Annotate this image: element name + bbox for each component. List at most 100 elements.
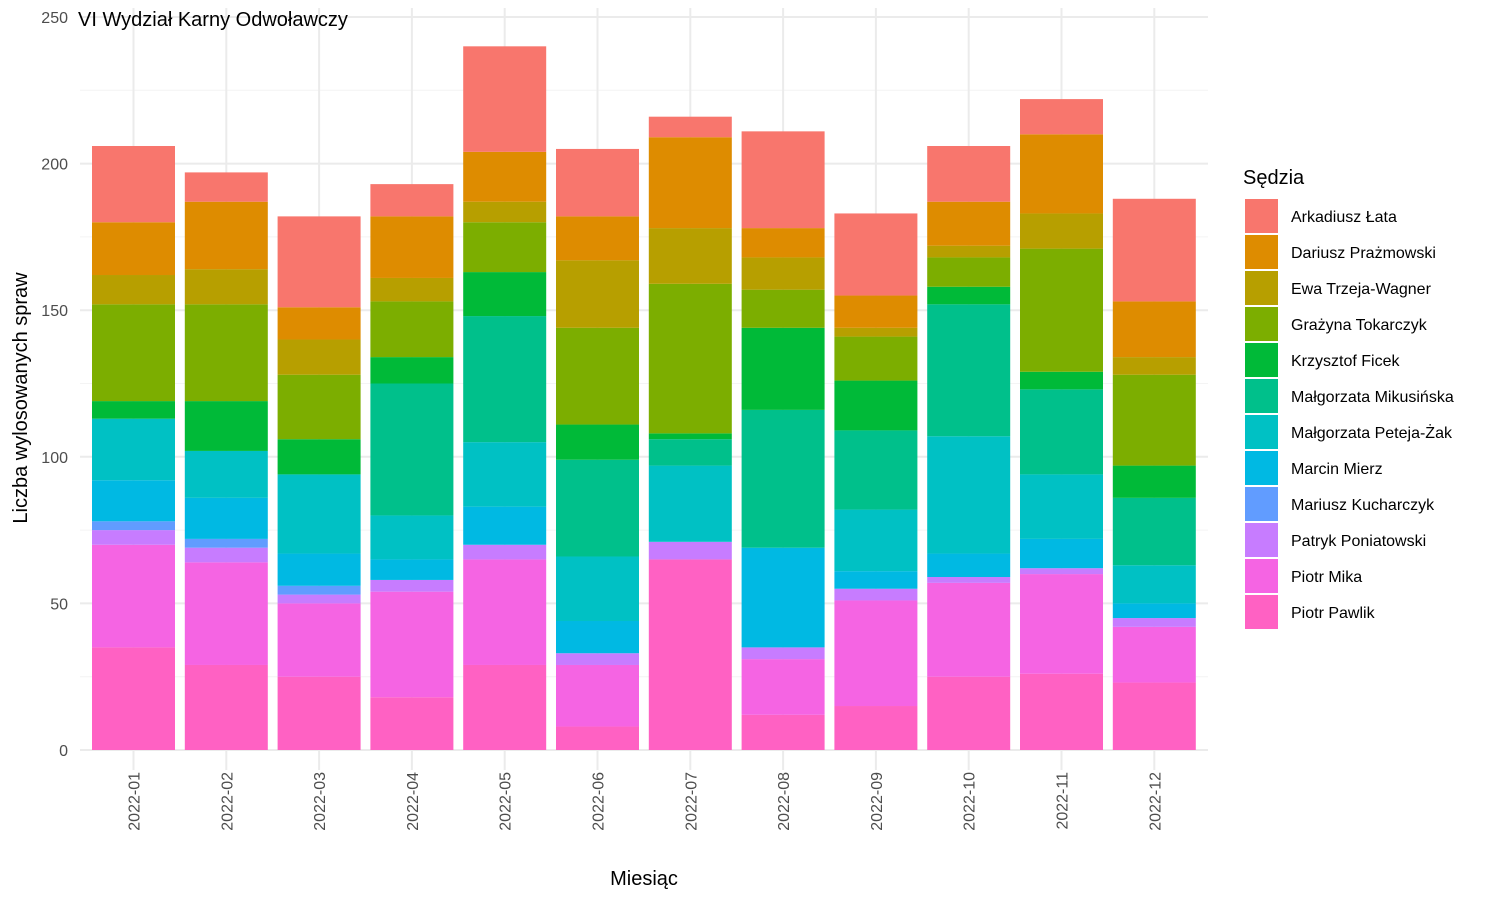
- bar-segment: [184, 538, 268, 548]
- bar-segment: [92, 544, 175, 648]
- y-tick-label: 250: [41, 10, 68, 27]
- bar-segment: [927, 577, 1011, 583]
- bar-segment: [277, 474, 361, 554]
- y-tick-label: 100: [41, 450, 68, 467]
- bar-segment: [184, 497, 268, 539]
- x-tick-label: 2022-10: [962, 772, 979, 831]
- bar-stack-2022-03: [277, 216, 361, 750]
- y-tick-label: 150: [41, 303, 68, 320]
- bar-segment: [92, 647, 175, 750]
- legend-swatch: [1245, 415, 1278, 449]
- x-tick-label: 2022-08: [776, 772, 793, 831]
- x-tick-label: 2022-06: [591, 772, 608, 831]
- bar-segment: [556, 148, 639, 217]
- bar-segment: [277, 439, 361, 475]
- bar-stack-2022-05: [463, 46, 547, 750]
- bar-segment: [1112, 465, 1196, 498]
- x-tick-label: 2022-02: [219, 772, 236, 831]
- bar-segment: [1020, 134, 1103, 214]
- bar-segment: [648, 283, 732, 434]
- bar-segment: [648, 559, 732, 750]
- legend-label: Dariusz Prażmowski: [1291, 245, 1436, 262]
- bar-segment: [370, 697, 454, 750]
- bar-segment: [927, 146, 1011, 202]
- bar-segment: [92, 146, 175, 223]
- bar-segment: [834, 571, 918, 589]
- bar-segment: [834, 295, 918, 328]
- bar-stack-2022-10: [927, 146, 1011, 750]
- y-tick-label: 50: [50, 596, 68, 613]
- bar-stack-2022-04: [370, 184, 454, 750]
- legend-swatch: [1245, 235, 1278, 269]
- legend-item: Piotr Mika: [1245, 559, 1362, 593]
- bar-segment: [556, 620, 639, 654]
- bar-segment: [648, 433, 732, 440]
- bar-segment: [463, 559, 547, 665]
- bar-segment: [741, 228, 825, 258]
- legend-swatch: [1245, 487, 1278, 521]
- bar-segment: [184, 201, 268, 270]
- bar-segment: [741, 257, 825, 290]
- bar-segment: [834, 430, 918, 510]
- bars-layer: [92, 46, 1196, 750]
- bar-segment: [648, 116, 732, 138]
- bar-segment: [1020, 213, 1103, 249]
- bar-segment: [1020, 389, 1103, 475]
- bar-segment: [1112, 497, 1196, 566]
- bar-segment: [463, 316, 547, 443]
- bar-segment: [370, 301, 454, 358]
- legend-label: Małgorzata Peteja-Żak: [1291, 423, 1453, 442]
- legend-label: Ewa Trzeja-Wagner: [1291, 281, 1432, 298]
- x-tick-label: 2022-07: [683, 772, 700, 831]
- bar-segment: [834, 600, 918, 707]
- bar-segment: [927, 245, 1011, 258]
- legend-swatch: [1245, 271, 1278, 305]
- bar-segment: [1112, 618, 1196, 627]
- y-axis-ticks: 0 50 100 150 200 250: [41, 10, 68, 760]
- legend: Sędzia Arkadiusz Łata Dariusz Prażmowski E…: [1243, 167, 1454, 629]
- x-tick-label: 2022-09: [869, 772, 886, 831]
- bar-segment: [927, 676, 1011, 750]
- bar-segment: [370, 383, 454, 516]
- bar-segment: [1112, 374, 1196, 466]
- bar-segment: [556, 424, 639, 460]
- bar-segment: [370, 216, 454, 278]
- bar-segment: [184, 450, 268, 498]
- bar-segment: [184, 547, 268, 563]
- bar-segment: [463, 664, 547, 750]
- x-tick-label: 2022-05: [498, 772, 515, 831]
- legend-swatch: [1245, 595, 1278, 629]
- bar-segment: [1112, 682, 1196, 750]
- bar-segment: [1020, 568, 1103, 575]
- bar-segment: [277, 216, 361, 308]
- bar-segment: [370, 357, 454, 384]
- bar-segment: [741, 647, 825, 660]
- bar-segment: [92, 401, 175, 419]
- bar-segment: [277, 585, 361, 595]
- legend-item: Dariusz Prażmowski: [1245, 235, 1436, 269]
- bar-segment: [92, 521, 175, 531]
- bar-segment: [92, 222, 175, 276]
- bar-segment: [741, 289, 825, 328]
- legend-label: Krzysztof Ficek: [1291, 353, 1400, 370]
- bar-segment: [463, 272, 547, 317]
- legend-swatch: [1245, 343, 1278, 377]
- bar-segment: [1112, 357, 1196, 375]
- legend-item: Piotr Pawlik: [1245, 595, 1376, 629]
- bar-stack-2022-06: [556, 148, 639, 750]
- bar-segment: [277, 603, 361, 677]
- bar-segment: [741, 659, 825, 715]
- legend-item: Marcin Mierz: [1245, 451, 1383, 485]
- bar-segment: [92, 530, 175, 545]
- x-tick-label: 2022-04: [405, 772, 422, 831]
- legend-title: Sędzia: [1243, 167, 1305, 189]
- bar-segment: [463, 201, 547, 223]
- bar-segment: [1020, 248, 1103, 372]
- bar-segment: [556, 653, 639, 665]
- bar-segment: [834, 509, 918, 572]
- bar-segment: [463, 46, 547, 152]
- bar-segment: [927, 436, 1011, 554]
- legend-item: Ewa Trzeja-Wagner: [1245, 271, 1432, 305]
- legend-swatch: [1245, 379, 1278, 413]
